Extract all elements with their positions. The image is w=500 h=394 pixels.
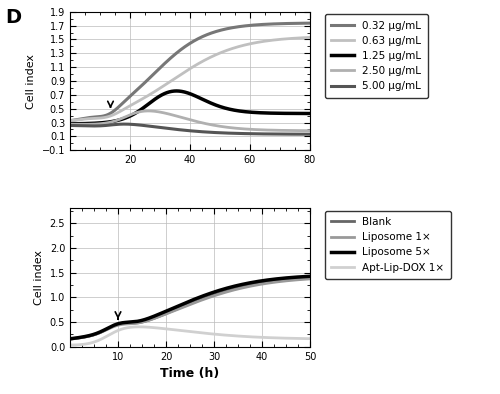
0.32 μg/mL <box>110 110 116 114</box>
1.25 μg/mL <box>67 121 73 126</box>
Line: Apt-Lip-DOX 1×: Apt-Lip-DOX 1× <box>70 327 310 345</box>
Blank <box>96 331 102 335</box>
Y-axis label: Cell index: Cell index <box>34 250 44 305</box>
0.63 μg/mL <box>248 41 254 46</box>
5.00 μg/mL <box>228 131 234 136</box>
Liposome 5× <box>242 282 248 286</box>
0.63 μg/mL <box>110 113 116 117</box>
1.25 μg/mL <box>128 113 134 117</box>
X-axis label: Time (h): Time (h) <box>160 367 220 380</box>
0.63 μg/mL <box>208 54 214 59</box>
Apt-Lip-DOX 1× <box>162 327 168 331</box>
Line: Blank: Blank <box>70 278 310 339</box>
Line: Liposome 5×: Liposome 5× <box>70 276 310 339</box>
Legend: Blank, Liposome 1×, Liposome 5×, Apt-Lip-DOX 1×: Blank, Liposome 1×, Liposome 5×, Apt-Lip… <box>325 211 450 279</box>
Y-axis label: Cell index: Cell index <box>26 54 36 108</box>
0.32 μg/mL <box>228 26 234 30</box>
2.50 μg/mL <box>176 114 182 119</box>
Text: D: D <box>5 8 21 27</box>
0.63 μg/mL <box>128 102 134 107</box>
1.25 μg/mL <box>110 119 116 124</box>
0.32 μg/mL <box>67 118 73 123</box>
5.00 μg/mL <box>307 132 313 137</box>
Liposome 5× <box>96 330 102 335</box>
Liposome 5× <box>218 288 224 292</box>
Liposome 5× <box>240 282 246 286</box>
Line: 0.63 μg/mL: 0.63 μg/mL <box>70 37 310 121</box>
5.00 μg/mL <box>122 122 128 126</box>
Liposome 1× <box>242 285 248 290</box>
Line: 0.32 μg/mL: 0.32 μg/mL <box>70 23 310 121</box>
Liposome 1× <box>162 312 168 317</box>
0.32 μg/mL <box>248 23 254 28</box>
5.00 μg/mL <box>129 122 135 127</box>
Blank <box>307 275 313 280</box>
Blank <box>162 312 168 316</box>
Liposome 1× <box>240 285 246 290</box>
0.32 μg/mL <box>307 21 313 26</box>
Apt-Lip-DOX 1× <box>241 334 247 339</box>
Legend: 0.32 μg/mL, 0.63 μg/mL, 1.25 μg/mL, 2.50 μg/mL, 5.00 μg/mL: 0.32 μg/mL, 0.63 μg/mL, 1.25 μg/mL, 2.50… <box>325 14 428 98</box>
1.25 μg/mL <box>209 101 215 106</box>
Liposome 1× <box>218 291 224 296</box>
0.32 μg/mL <box>208 31 214 35</box>
2.50 μg/mL <box>67 122 73 126</box>
Apt-Lip-DOX 1× <box>218 333 224 337</box>
Blank <box>240 284 246 289</box>
2.50 μg/mL <box>110 119 116 124</box>
2.50 μg/mL <box>146 109 152 113</box>
Apt-Lip-DOX 1× <box>146 325 152 330</box>
5.00 μg/mL <box>176 127 182 132</box>
Blank <box>145 318 151 323</box>
5.00 μg/mL <box>209 130 215 135</box>
Line: 5.00 μg/mL: 5.00 μg/mL <box>70 124 310 134</box>
1.25 μg/mL <box>174 89 180 93</box>
0.32 μg/mL <box>128 92 134 97</box>
0.63 μg/mL <box>307 35 313 40</box>
1.25 μg/mL <box>228 107 234 112</box>
0.63 μg/mL <box>228 47 234 52</box>
Liposome 1× <box>96 331 102 335</box>
Liposome 5× <box>67 336 73 341</box>
1.25 μg/mL <box>176 89 182 93</box>
Blank <box>218 290 224 295</box>
Apt-Lip-DOX 1× <box>67 343 73 348</box>
Liposome 5× <box>307 274 313 279</box>
1.25 μg/mL <box>307 111 313 116</box>
Line: Liposome 1×: Liposome 1× <box>70 279 310 339</box>
Apt-Lip-DOX 1× <box>242 334 248 339</box>
5.00 μg/mL <box>67 123 73 128</box>
2.50 μg/mL <box>307 128 313 133</box>
5.00 μg/mL <box>110 123 116 127</box>
2.50 μg/mL <box>128 112 134 117</box>
1.25 μg/mL <box>248 110 254 115</box>
Liposome 5× <box>145 316 151 321</box>
2.50 μg/mL <box>209 123 215 127</box>
Line: 2.50 μg/mL: 2.50 μg/mL <box>70 111 310 131</box>
Liposome 1× <box>145 318 151 323</box>
0.63 μg/mL <box>67 118 73 123</box>
Liposome 1× <box>307 277 313 281</box>
Blank <box>67 337 73 342</box>
Apt-Lip-DOX 1× <box>136 325 141 329</box>
Liposome 1× <box>67 336 73 341</box>
5.00 μg/mL <box>248 131 254 136</box>
Apt-Lip-DOX 1× <box>307 336 313 341</box>
Blank <box>242 284 248 288</box>
2.50 μg/mL <box>228 125 234 130</box>
Apt-Lip-DOX 1× <box>96 338 102 343</box>
0.63 μg/mL <box>176 74 182 78</box>
Line: 1.25 μg/mL: 1.25 μg/mL <box>70 91 310 124</box>
Liposome 5× <box>162 309 168 314</box>
0.32 μg/mL <box>176 49 182 54</box>
2.50 μg/mL <box>248 127 254 132</box>
